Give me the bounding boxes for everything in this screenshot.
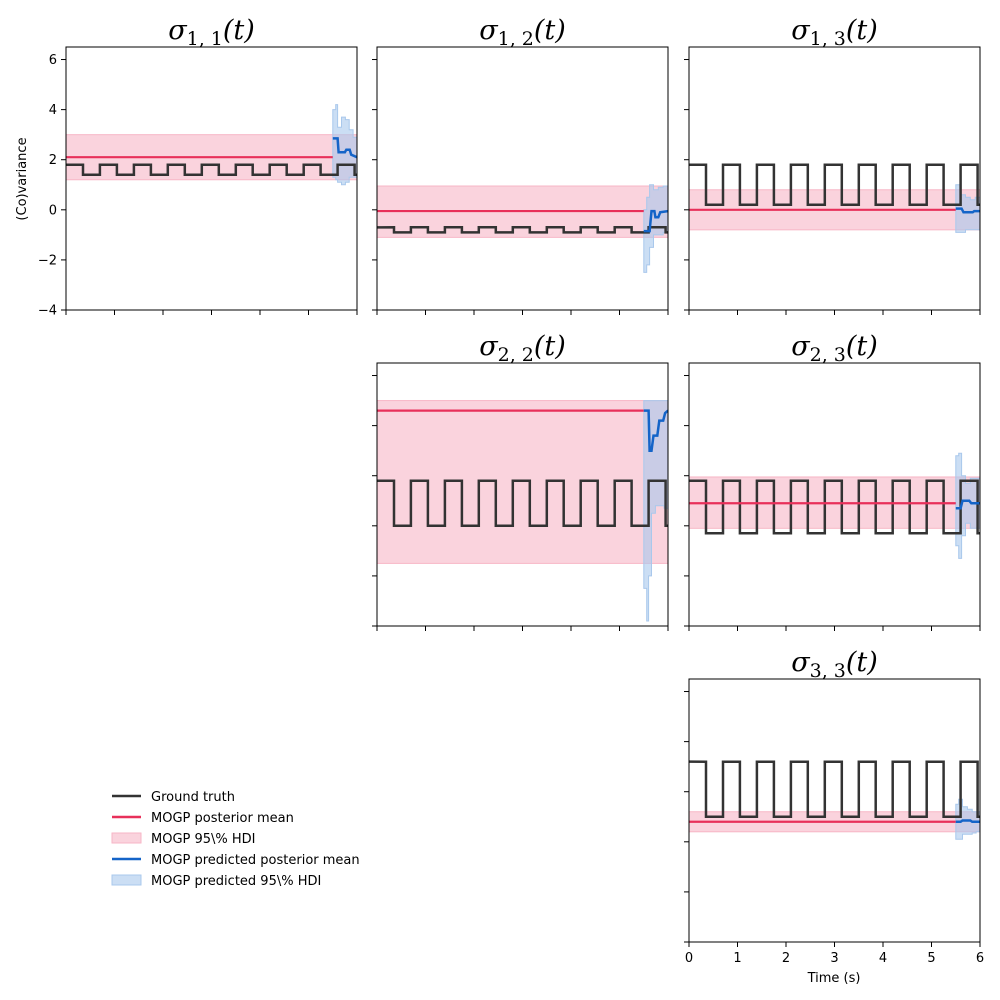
plot-area: [689, 452, 980, 559]
x-tick-label: 2: [782, 951, 790, 966]
ground-truth-line: [66, 163, 357, 176]
legend-item-ground_truth: Ground truth: [112, 790, 235, 805]
legend-label: Ground truth: [151, 790, 235, 805]
legend-item-pred_hdi: MOGP predicted 95\% HDI: [111, 874, 321, 889]
panel-title: σ1, 3(t): [791, 15, 878, 50]
predicted-mean-line: [643, 209, 668, 233]
plot-area: [689, 163, 980, 233]
x-axis-label: Time (s): [807, 971, 861, 986]
x-tick-label: 0: [685, 951, 693, 966]
axes-frame: [688, 46, 981, 311]
legend-label: MOGP posterior mean: [151, 811, 294, 826]
panel-s22: σ2, 2(t): [372, 331, 669, 631]
legend-item-hdi: MOGP 95\% HDI: [111, 832, 256, 847]
panel-title: σ1, 1(t): [168, 15, 255, 50]
panel-s33: 0 1 2 3 4 5 6 σ3, 3(t): [684, 647, 984, 966]
axes-frame: [688, 678, 981, 943]
x-tick-label: 3: [830, 951, 838, 966]
panels-layer: −4 −2 0 2 4 6 σ1, 1(t) σ1, 2(t) σ1, 3(t) σ2, 2(t)…: [38, 15, 984, 966]
panel-s11: −4 −2 0 2 4 6 σ1, 1(t): [38, 15, 358, 319]
predicted-mean-line: [643, 409, 668, 452]
panel-title: σ3, 3(t): [791, 647, 878, 682]
ground-truth-line: [689, 760, 980, 819]
predicted-mean-line: [332, 137, 357, 159]
y-tick-label: 6: [49, 53, 57, 68]
legend-item-posterior_mean: MOGP posterior mean: [112, 811, 294, 826]
plot-area: [377, 400, 668, 622]
x-tick-label: 1: [733, 951, 741, 966]
y-tick-label: −2: [38, 253, 57, 268]
panel-s23: σ2, 3(t): [684, 331, 981, 631]
posterior-hdi-band: [377, 400, 668, 564]
predicted-mean-line: [955, 207, 980, 214]
predicted-mean-line: [955, 499, 980, 510]
ground-truth-line: [689, 163, 980, 207]
y-tick-label: −4: [38, 304, 57, 319]
y-tick-label: 2: [49, 153, 57, 168]
y-tick-label: 4: [49, 103, 57, 118]
plot-area: [377, 184, 668, 273]
legend-label: MOGP predicted 95\% HDI: [151, 874, 321, 889]
panel-s13: σ1, 3(t): [684, 15, 981, 315]
ground-truth-line: [377, 479, 668, 528]
axes-frame: [376, 46, 669, 311]
y-tick-label: 0: [49, 203, 57, 218]
x-tick-label: 4: [879, 951, 887, 966]
x-tick-label: 6: [976, 951, 984, 966]
predicted-hdi-band: [643, 400, 668, 622]
legend-swatch: [111, 874, 142, 886]
legend-label: MOGP 95\% HDI: [151, 832, 256, 847]
ground-truth-line: [689, 479, 980, 535]
plot-area: [66, 104, 357, 186]
legend-item-pred_mean: MOGP predicted posterior mean: [112, 853, 360, 868]
panel-title: σ2, 3(t): [791, 331, 878, 366]
predicted-hdi-band: [643, 184, 668, 273]
panel-title: σ1, 2(t): [479, 15, 566, 50]
y-axis-label: (Co)variance: [15, 137, 30, 220]
panel-title: σ2, 2(t): [479, 331, 566, 366]
legend: Ground truth MOGP posterior mean MOGP 95\%…: [111, 790, 360, 889]
legend-swatch: [111, 832, 142, 844]
legend-label: MOGP predicted posterior mean: [151, 853, 360, 868]
ground-truth-line: [377, 226, 668, 234]
predicted-mean-line: [955, 819, 980, 824]
plot-area: [689, 760, 980, 840]
x-tick-label: 5: [927, 951, 935, 966]
panel-s12: σ1, 2(t): [372, 15, 669, 315]
